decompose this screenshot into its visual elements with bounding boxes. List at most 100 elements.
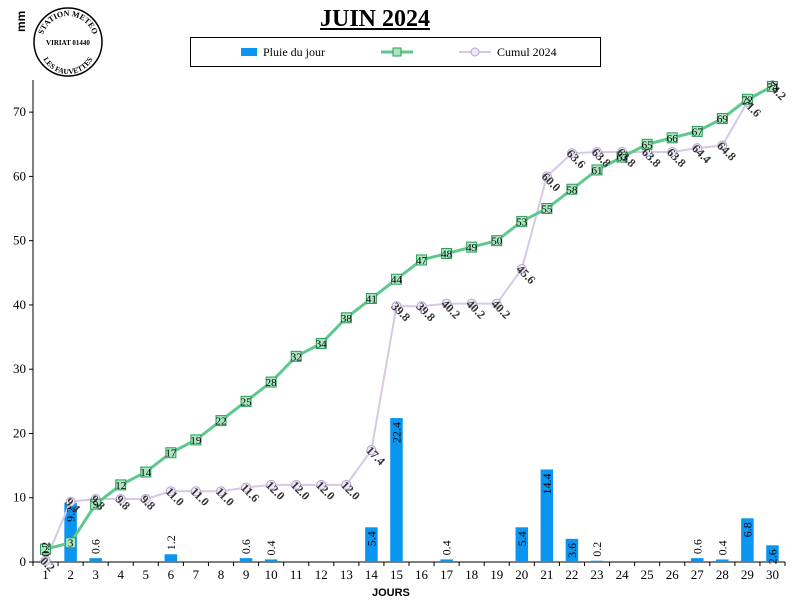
green-value-label: 34 (316, 338, 328, 350)
bar-value-label: 22.4 (389, 422, 403, 443)
x-tick-label: 25 (641, 567, 654, 582)
green-value-label: 25 (241, 396, 253, 408)
y-tick-label: 30 (13, 361, 26, 376)
bar-value-label: 6.8 (740, 522, 754, 537)
legend: Pluie du jour Cumul 2024 (190, 37, 601, 67)
green-value-label: 65 (642, 139, 654, 151)
legend-line-marker (392, 47, 402, 57)
x-tick-label: 30 (766, 567, 779, 582)
rain-bar (691, 558, 704, 562)
cumul-point (541, 171, 552, 182)
x-tick-label: 17 (440, 567, 454, 582)
logo-middle-text: VIRIAT 01440 (46, 39, 90, 47)
green-value-label: 41 (366, 294, 377, 306)
green-value-label: 61 (592, 165, 603, 177)
green-value-label: 48 (441, 249, 453, 261)
cumul-value-label: 40.2 (438, 297, 463, 322)
x-tick-label: 6 (168, 567, 175, 582)
bar-value-label: 14.4 (540, 473, 554, 494)
bar-value-label: 5.4 (364, 531, 378, 546)
x-tick-label: 29 (741, 567, 754, 582)
green-value-label: 19 (190, 435, 202, 447)
y-tick-label: 60 (13, 168, 26, 183)
cumul-value-label: 12.0 (338, 478, 363, 503)
cumul-point (416, 301, 427, 312)
cumul-point (115, 494, 126, 505)
green-point (766, 80, 778, 92)
cumul-point (566, 148, 577, 159)
y-axis-unit: mm (14, 10, 28, 32)
x-tick-label: 12 (315, 567, 328, 582)
green-point (315, 337, 327, 349)
green-point (691, 125, 703, 137)
green-value-label: 72 (742, 94, 753, 106)
x-tick-label: 3 (92, 567, 99, 582)
x-tick-label: 13 (340, 567, 353, 582)
x-tick-label: 28 (716, 567, 729, 582)
legend-cumul-marker (470, 47, 480, 57)
green-point (365, 293, 377, 305)
cumul-value-label: 12.0 (313, 478, 338, 503)
green-point (215, 415, 227, 427)
x-tick-label: 2 (67, 567, 74, 582)
rain-bar (64, 502, 77, 562)
green-point (491, 235, 503, 247)
green-point (90, 498, 102, 510)
cumul-value-label: 63.8 (589, 145, 614, 170)
cumul-point (241, 482, 252, 493)
rain-bar (515, 527, 529, 562)
x-tick-label: 11 (290, 567, 303, 582)
cumul-point (767, 80, 778, 91)
x-tick-label: 8 (218, 567, 225, 582)
green-value-label: 58 (566, 184, 578, 196)
green-point (516, 215, 528, 227)
green-value-label: 47 (416, 255, 428, 267)
cumul-value-label: 39.8 (388, 299, 413, 324)
y-tick-label: 70 (13, 104, 26, 119)
green-point (441, 248, 453, 260)
cumul-point (90, 494, 101, 505)
y-tick-label: 50 (13, 233, 26, 248)
green-value-label: 53 (516, 216, 528, 228)
cumul-point (592, 146, 602, 157)
green-value-label: 9 (93, 499, 99, 511)
green-point (541, 203, 553, 215)
x-tick-label: 27 (691, 567, 705, 582)
cumul-value-label: 64.8 (714, 139, 739, 164)
bar-value-label: 0.2 (39, 542, 53, 557)
y-tick-label: 10 (13, 490, 26, 505)
legend-cumul-label: Cumul 2024 (497, 45, 557, 59)
rain-bar (89, 558, 102, 562)
green-value-label: 22 (216, 416, 227, 428)
green-point (716, 113, 728, 125)
green-line (45, 85, 774, 551)
cumul-value-label: 63.6 (564, 146, 589, 171)
cumul-value-label: 11.0 (163, 485, 187, 509)
cumul-2024-line (44, 84, 774, 562)
cumul-value-label: 60.0 (539, 170, 564, 195)
green-point (566, 183, 578, 195)
green-point (416, 254, 428, 266)
cumul-value-label: 63.8 (639, 145, 664, 170)
cumul-point (391, 301, 402, 312)
green-value-label: 12 (115, 480, 126, 492)
cumul-value-label: 40.2 (464, 297, 489, 322)
bar-value-label: 2.6 (765, 549, 779, 564)
rain-bar (540, 469, 554, 562)
x-tick-label: 20 (515, 567, 528, 582)
cumul-value-label: 64.4 (689, 141, 714, 166)
bar-value-label: 0.4 (264, 540, 278, 555)
green-point (40, 543, 52, 555)
legend-bar-label: Pluie du jour (263, 45, 325, 59)
cumul-point (692, 143, 703, 154)
y-tick-label: 40 (13, 297, 26, 312)
x-tick-label: 22 (565, 567, 578, 582)
cumul-point (516, 263, 527, 274)
bar-value-label: 3.6 (565, 543, 579, 558)
cumul-point (617, 146, 628, 157)
green-value-label: 49 (466, 242, 478, 254)
green-value-label: 74 (767, 81, 779, 93)
cumul-point (491, 298, 502, 309)
green-value-label: 67 (692, 126, 704, 138)
